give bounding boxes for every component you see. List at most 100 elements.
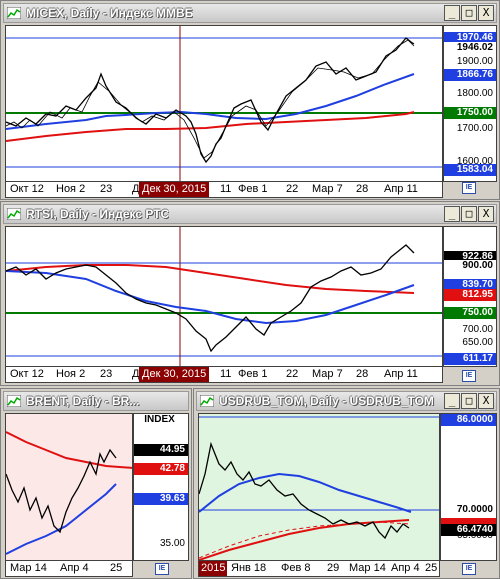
rtsi-blue-tag: 839.70 (444, 279, 496, 291)
y-tick: 35.00 (159, 538, 185, 549)
usdrub-plot-area[interactable] (198, 413, 440, 561)
brent-time-axis: Мар 14 Апр 4 25 (5, 561, 133, 577)
usdrub-level-tag: 70.0000 (441, 504, 496, 516)
brent-plot-area[interactable] (5, 413, 133, 561)
x-tick: 23 (100, 368, 113, 380)
brent-chart-window[interactable]: BRENT, Daily - BR... INDEX 44.95 42.78 3… (0, 388, 192, 579)
rtsi-time-axis: Окт 12 Ноя 2 23 Д 11 Фев 1 22 Мар 7 28 А… (5, 367, 443, 383)
x-tick: Окт 12 (10, 183, 44, 195)
micex-price-axis: 1970.46 1946.02 1900.00 1866.76 1800.00 … (443, 25, 497, 182)
x-tick: Мар 7 (312, 183, 343, 195)
usdrub-last-tag: 66.4740 (441, 524, 496, 536)
maximize-button[interactable]: □ (461, 206, 477, 222)
minimize-button[interactable]: _ (444, 393, 460, 409)
usdrub-price-svg (199, 416, 439, 560)
x-tick: Апр 4 (391, 562, 420, 574)
x-tick: Ноя 2 (56, 368, 86, 380)
micex-titlebar[interactable]: MICEX, Daily - Индекс ММВБ _ □ X (3, 3, 497, 23)
micex-price-svg (6, 26, 442, 181)
minimize-button[interactable]: _ (444, 206, 460, 222)
brent-red-tag: 42.78 (134, 463, 188, 475)
rtsi-price-svg (6, 227, 442, 366)
x-tick: 25 (110, 562, 123, 574)
brent-index-label: INDEX (134, 414, 188, 426)
y-tick: 700.00 (462, 324, 493, 335)
x-tick: Мар 14 (10, 562, 47, 574)
chart-icon (200, 395, 214, 407)
rtsi-top-tag: 900.00 (444, 260, 496, 272)
x-tick: Апр 11 (384, 183, 418, 195)
close-button[interactable]: X (478, 393, 494, 409)
x-tick: Окт 12 (10, 368, 44, 380)
brent-title: BRENT, Daily - BR... (26, 394, 140, 408)
maximize-button[interactable]: □ (461, 393, 477, 409)
chart-icon (7, 7, 21, 19)
x-tick: Янв 18 (231, 562, 267, 574)
x-tick: 28 (356, 183, 369, 195)
usdrub-title: USDRUB_TOM, Daily - USDRUB_TOM (219, 394, 434, 408)
x-tick: 22 (286, 183, 299, 195)
y-tick: 1800.00 (456, 88, 493, 99)
rtsi-title: RTSI, Daily - Индекс РТС (26, 207, 170, 221)
x-tick: 11 (220, 183, 232, 195)
rtsi-red-tag: 812.95 (444, 289, 496, 301)
usdrub-price-axis: 86.0000 70.0000 65.0000 66.4740 (440, 413, 497, 561)
y-tick: 1900.00 (456, 56, 493, 67)
usdrub-titlebar[interactable]: USDRUB_TOM, Daily - USDRUB_TOM _ □ X (196, 391, 497, 411)
micex-blue-tag: 1866.76 (444, 69, 496, 81)
x-tick: 29 (327, 562, 340, 574)
x-tick: Мар 14 (349, 562, 386, 574)
rtsi-cursor-date: Дек 30, 2015 (139, 367, 210, 382)
ie-icon[interactable]: IE (462, 182, 476, 194)
ie-icon[interactable]: IE (462, 563, 476, 575)
x-tick: 22 (286, 368, 299, 380)
x-tick: Фев 8 (281, 562, 311, 574)
usdrub-chart-window[interactable]: USDRUB_TOM, Daily - USDRUB_TOM _ □ X 86.… (193, 388, 500, 579)
maximize-button[interactable]: □ (461, 5, 477, 21)
micex-low-tag: 1583.04 (444, 164, 496, 176)
usdrub-cursor-year: 2015 (199, 561, 228, 576)
micex-time-axis: Окт 12 Ноя 2 23 Д 11 Фев 1 22 Мар 7 28 А… (5, 182, 443, 198)
x-tick: 25 (425, 562, 438, 574)
micex-title: MICEX, Daily - Индекс ММВБ (26, 6, 194, 20)
x-tick: Ноя 2 (56, 183, 86, 195)
rtsi-low-tag: 611.17 (444, 353, 496, 365)
y-tick: 1600.00 (456, 156, 493, 167)
usdrub-top-tag: 86.0000 (441, 414, 496, 426)
micex-last-tag: 1946.02 (444, 42, 496, 54)
brent-titlebar[interactable]: BRENT, Daily - BR... (3, 391, 189, 411)
x-tick: Мар 7 (312, 368, 343, 380)
x-tick: Д (132, 368, 140, 380)
rtsi-chart-window[interactable]: RTSI, Daily - Индекс РТС _ □ X 922.86 90… (0, 201, 500, 386)
close-button[interactable]: X (478, 5, 494, 21)
ie-icon[interactable]: IE (155, 563, 169, 575)
close-button[interactable]: X (478, 206, 494, 222)
minimize-button[interactable]: _ (444, 5, 460, 21)
micex-high-tag: 1970.46 (444, 32, 496, 44)
y-tick: 1700.00 (456, 123, 493, 134)
x-tick: Фев 1 (238, 368, 268, 380)
x-tick: 23 (100, 183, 113, 195)
usdrub-time-axis: 2015 Янв 18 Фев 8 29 Мар 14 Апр 4 25 (198, 561, 440, 577)
rtsi-price-axis: 922.86 900.00 839.70 812.95 750.00 700.0… (443, 226, 497, 367)
chart-icon (7, 395, 21, 407)
micex-plot-area[interactable] (5, 25, 443, 182)
usdrub-red-bar (441, 518, 496, 524)
x-tick: 28 (356, 368, 369, 380)
rtsi-plot-area[interactable] (5, 226, 443, 367)
x-tick: 11 (220, 368, 232, 380)
brent-last-tag: 44.95 (134, 444, 188, 456)
micex-cursor-date: Дек 30, 2015 (139, 182, 210, 197)
micex-chart-window[interactable]: MICEX, Daily - Индекс ММВБ _ □ X 1970.46… (0, 0, 500, 200)
ie-icon[interactable]: IE (462, 370, 476, 382)
x-tick: Апр 4 (60, 562, 89, 574)
rtsi-titlebar[interactable]: RTSI, Daily - Индекс РТС _ □ X (3, 204, 497, 224)
rtsi-green-tag: 750.00 (444, 307, 496, 319)
brent-price-axis: INDEX 44.95 42.78 39.63 35.00 (133, 413, 189, 561)
y-tick: 650.00 (462, 337, 493, 348)
brent-price-svg (6, 431, 132, 555)
chart-icon (7, 208, 21, 220)
micex-green-tag: 1750.00 (444, 107, 496, 119)
x-tick: Фев 1 (238, 183, 268, 195)
x-tick: Апр 11 (384, 368, 418, 380)
